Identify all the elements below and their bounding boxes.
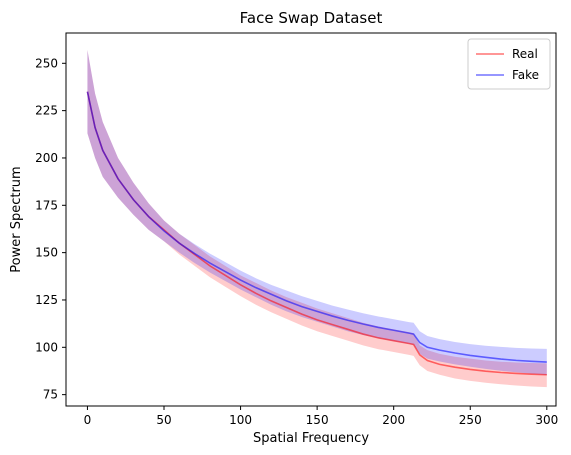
x-axis-label: Spatial Frequency (253, 431, 369, 446)
y-tick-label: 175 (35, 198, 58, 212)
legend-box (467, 38, 551, 90)
plot-frame (65, 32, 557, 407)
x-axis-ticks: 0 50 100 150 200 250 300 (84, 406, 558, 427)
x-tick-label: 200 (382, 413, 405, 427)
y-tick-label: 200 (35, 151, 58, 165)
y-tick-label: 225 (35, 104, 58, 118)
legend-label-real: Real (512, 47, 538, 61)
y-tick-label: 250 (35, 56, 58, 70)
series-lines (86, 91, 547, 376)
chart-title: Face Swap Dataset (240, 9, 383, 27)
band-fake (87, 50, 547, 376)
x-tick-label: 100 (229, 413, 252, 427)
y-axis-ticks: 75 100 125 150 175 200 225 250 (35, 56, 66, 402)
y-axis-label: Power Spectrum (9, 166, 24, 272)
y-tick-label: 100 (35, 340, 58, 354)
y-tick-label: 150 (35, 246, 58, 260)
legend-label-fake: Fake (512, 68, 539, 82)
legend: Real Fake (467, 38, 551, 90)
y-tick-label: 125 (35, 293, 58, 307)
x-tick-label: 0 (84, 413, 92, 427)
x-tick-label: 250 (459, 413, 482, 427)
line-fake (86, 91, 547, 363)
x-tick-label: 50 (156, 413, 171, 427)
y-tick-label: 75 (43, 388, 58, 402)
x-tick-label: 300 (535, 413, 558, 427)
x-tick-label: 150 (306, 413, 329, 427)
